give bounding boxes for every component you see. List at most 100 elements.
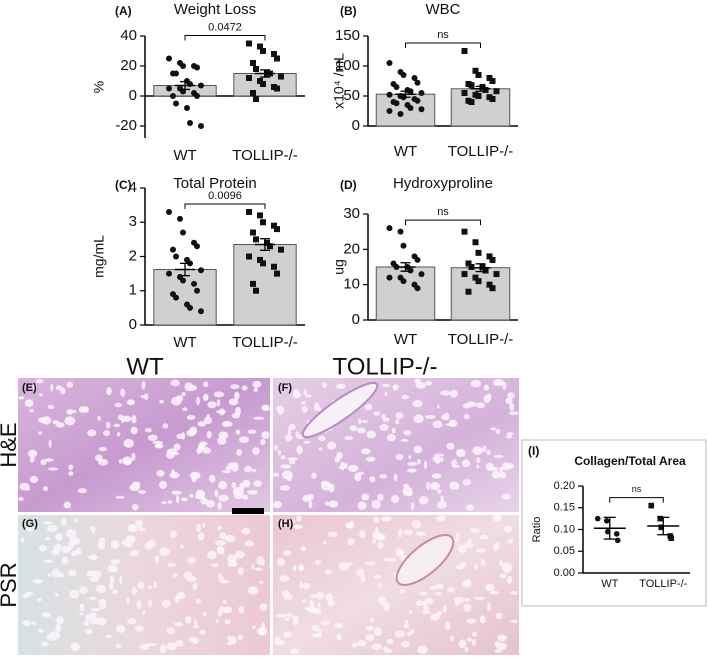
tissue-texture [317, 602, 321, 608]
tissue-texture [110, 540, 120, 550]
x-tick-label: TOLLIP-/- [232, 147, 298, 164]
tissue-texture [28, 449, 38, 458]
tissue-texture [244, 540, 254, 547]
tissue-texture [328, 531, 338, 537]
tissue-texture [510, 619, 518, 624]
y-tick-label: 1 [129, 282, 137, 299]
tissue-texture [278, 519, 286, 528]
tissue-texture [235, 429, 241, 435]
data-point [170, 246, 176, 253]
tissue-texture [176, 494, 180, 504]
tissue-texture [344, 435, 354, 441]
tissue-texture [192, 625, 200, 629]
tissue-texture [32, 578, 44, 584]
tissue-texture [98, 458, 109, 466]
data-point [461, 228, 468, 235]
tissue-texture [213, 391, 225, 398]
tissue-texture [189, 473, 198, 477]
tissue-texture [68, 464, 74, 471]
data-point [271, 263, 277, 270]
chart-title: Hydroxyproline [393, 175, 493, 192]
tissue-texture [320, 621, 330, 625]
tissue-texture [38, 431, 43, 435]
image-h [273, 515, 519, 655]
tissue-texture [323, 540, 327, 545]
data-point [475, 278, 482, 285]
tissue-texture [393, 473, 398, 482]
tissue-texture [471, 638, 476, 647]
tissue-texture [66, 381, 74, 388]
tissue-texture [206, 500, 215, 508]
tissue-texture [217, 436, 227, 445]
tissue-texture [475, 548, 486, 553]
tissue-texture [46, 524, 58, 533]
tissue-texture [116, 432, 121, 437]
tissue-texture [217, 501, 222, 510]
tissue-texture [318, 629, 322, 638]
data-point [250, 60, 256, 66]
tissue-texture [97, 415, 101, 421]
tissue-texture [195, 599, 201, 604]
tissue-texture [499, 559, 503, 566]
tissue-texture [115, 624, 126, 633]
tissue-texture [501, 493, 511, 500]
data-point [198, 123, 204, 129]
data-point [414, 97, 421, 104]
tissue-texture [462, 580, 472, 588]
data-point [465, 260, 472, 267]
bar [233, 244, 297, 326]
tissue-texture [87, 429, 97, 437]
y-tick-label: 0.15 [554, 502, 575, 514]
tissue-texture [120, 388, 126, 397]
tissue-texture [69, 536, 81, 546]
tissue-texture [365, 456, 376, 462]
tissue-texture [167, 500, 173, 504]
tissue-texture [443, 412, 450, 421]
data-point [486, 253, 493, 260]
tissue-texture [221, 420, 233, 428]
data-point [274, 55, 280, 62]
tissue-texture [215, 540, 226, 546]
tissue-texture [38, 393, 43, 397]
tissue-texture [456, 448, 466, 458]
tissue-texture [407, 461, 418, 466]
tissue-texture [449, 389, 458, 398]
y-axis-label: Ratio [531, 517, 543, 543]
tissue-texture [253, 416, 265, 420]
tissue-texture [379, 473, 388, 479]
data-point [260, 219, 266, 226]
tissue-texture [137, 581, 145, 590]
y-tick-label: 0.20 [554, 480, 575, 492]
data-point [489, 78, 496, 84]
tissue-texture [146, 539, 157, 549]
data-point [271, 51, 277, 57]
data-point [260, 260, 266, 267]
tissue-texture [123, 543, 133, 548]
tissue-texture [300, 401, 306, 405]
tissue-texture [371, 499, 381, 509]
tissue-texture [336, 383, 346, 390]
tissue-texture [366, 430, 376, 439]
tissue-texture [196, 523, 201, 533]
tissue-texture [166, 627, 176, 635]
tissue-texture [148, 599, 152, 607]
tissue-texture [431, 473, 442, 479]
data-point [198, 267, 204, 274]
tissue-texture [357, 501, 367, 510]
tissue-texture [119, 575, 123, 585]
tissue-texture [402, 486, 413, 496]
tissue-texture [310, 594, 319, 599]
tissue-texture [309, 599, 314, 608]
tissue-texture [299, 581, 303, 590]
tissue-texture [463, 603, 472, 612]
tissue-texture [35, 379, 44, 384]
column-header: WT [126, 353, 164, 380]
data-point [173, 253, 179, 260]
tissue-texture [375, 526, 379, 532]
tissue-texture [510, 590, 518, 595]
tissue-texture [40, 641, 49, 647]
tissue-texture [487, 602, 491, 607]
tissue-texture [505, 434, 513, 439]
y-tick-label: 10 [343, 276, 360, 293]
